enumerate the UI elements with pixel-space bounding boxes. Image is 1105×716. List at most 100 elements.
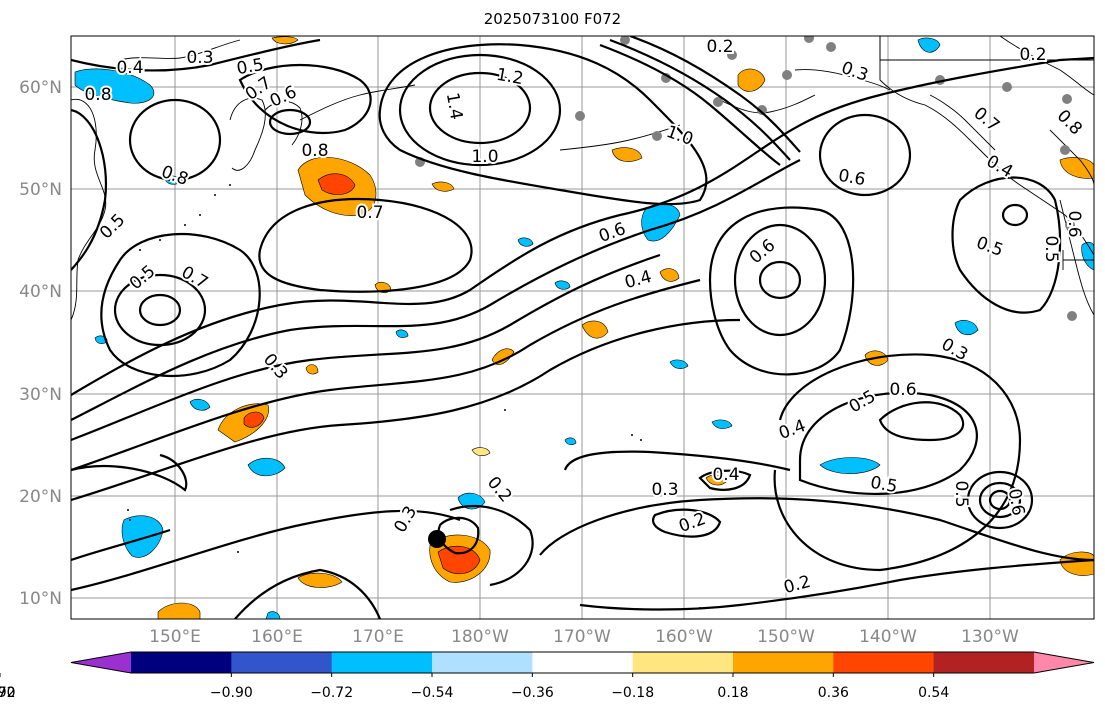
colorbar-outline [70,651,1095,674]
anomaly-patch [317,173,356,195]
colorbar-bin [231,652,333,673]
anomaly-patch [437,545,481,575]
anomaly-patch [491,348,515,365]
anomaly-patch [121,515,164,558]
station-dot [782,70,792,80]
shaded-anomalies [74,36,1094,619]
lat-tick-label: 20°N [19,487,62,507]
anomaly-patch [917,37,941,53]
station-markers [415,36,1077,321]
station-dot [757,105,767,115]
anomaly-patch [819,457,881,474]
station-dot [620,36,630,45]
station-dot [1062,94,1072,104]
longitude-labels: 150°E 160°E 170°E 180°W 170°W 160°W 150°W 140°W… [149,627,1019,647]
anomaly-patch [395,329,409,338]
anomaly-patch [954,320,979,336]
colorbar-tick-label: −0.54 [411,685,454,701]
station-dot [1002,82,1012,92]
anomaly-patch [737,68,766,92]
contour-label: 0.6 [1064,210,1084,237]
anomaly-patch [705,474,727,486]
station-dot [826,42,836,52]
station-dot [727,50,737,60]
contour-lines [71,36,1094,619]
station-dot [804,36,814,43]
contour-label: 0.4 [712,465,739,485]
lon-tick-label: 150°W [757,627,815,647]
latitude-labels: 60°N 50°N 40°N 30°N 20°N 10°N [19,78,62,609]
coastlines [71,36,1094,321]
colorbar-bin [131,652,232,673]
anomaly-patch [243,411,265,428]
colorbar-bin [331,652,433,673]
anomaly-patch [659,268,680,282]
gridlines [71,36,1094,619]
colorbar-tick-labels: −0.90 −0.72 −0.54 −0.36 −0.18 0.18 0.36 0.54 0.7… [0,673,949,701]
lon-tick-label: 170°E [352,627,404,647]
colorbar-bin [632,652,734,673]
anomaly-patch [431,181,455,192]
lat-tick-label: 40°N [19,282,62,302]
contour-label: 0.7 [356,203,383,223]
lon-tick-label: 180°W [451,627,509,647]
anomaly-patch [247,457,286,477]
anomaly-patch [157,602,201,619]
storm-center-marker [428,530,446,548]
lat-tick-label: 50°N [19,180,62,200]
anomaly-patch [611,147,643,162]
colorbar-tick-label: −0.36 [511,685,554,701]
contour-label: 0.3 [186,48,213,68]
station-dot [713,97,723,107]
contour-label: 0.2 [1019,45,1046,65]
contour-label: 0.4 [116,58,143,78]
lon-tick-label: 160°W [655,627,713,647]
contour-label: 0.8 [84,85,111,105]
colorbar-tick-label: −0.72 [310,685,353,701]
station-dot [1060,145,1070,155]
anomaly-patch [1059,157,1094,179]
lon-tick-label: 160°E [251,627,303,647]
anomaly-patch [564,437,577,445]
map-title: 2025073100 F072 [483,10,622,28]
anomaly-patch [554,280,571,290]
contour-label: 0.5 [1041,235,1061,262]
lon-tick-label: 150°E [149,627,201,647]
contour-label: 0.6 [889,380,916,400]
anomaly-patch [297,572,343,588]
lat-tick-label: 10°N [19,589,62,609]
colorbar-bin [933,652,1035,673]
station-dot [652,131,662,141]
colorbar-tick-label: −0.18 [611,685,654,701]
colorbar-tick-label: 0.90 [0,685,16,701]
anomaly-patch [189,398,211,411]
anomaly-patch [74,68,155,104]
anomaly-patch [711,419,733,429]
colorbar-tick-label: 0.36 [818,685,849,701]
colorbar-bin [733,652,834,673]
plot-frame [70,35,1095,620]
contour-label: 0.2 [706,37,733,57]
colorbar-bin [432,652,533,673]
colorbar-tick-label: 0.54 [918,685,949,701]
lon-tick-label: 130°W [961,627,1019,647]
colorbar-tick-label: 0.72 [0,685,16,701]
colorbar-extend-low [71,652,131,673]
colorbar-bin [532,652,634,673]
colorbar-bin [833,652,935,673]
contour-label: 0.3 [651,480,678,500]
lat-tick-label: 60°N [19,78,62,98]
contour-label: 1.0 [471,147,498,167]
station-dot [575,111,585,121]
contour-label: 0.8 [301,141,328,161]
colorbar-extend-high [1034,652,1094,673]
colorbar-tick-label: −0.90 [210,685,253,701]
anomaly-patch [581,320,609,339]
anomaly-patch [517,237,534,247]
lon-tick-label: 170°W [553,627,611,647]
anomaly-patch [471,447,491,456]
anomaly-patch [271,36,299,45]
colorbar-tick-label: 0.18 [717,685,748,701]
